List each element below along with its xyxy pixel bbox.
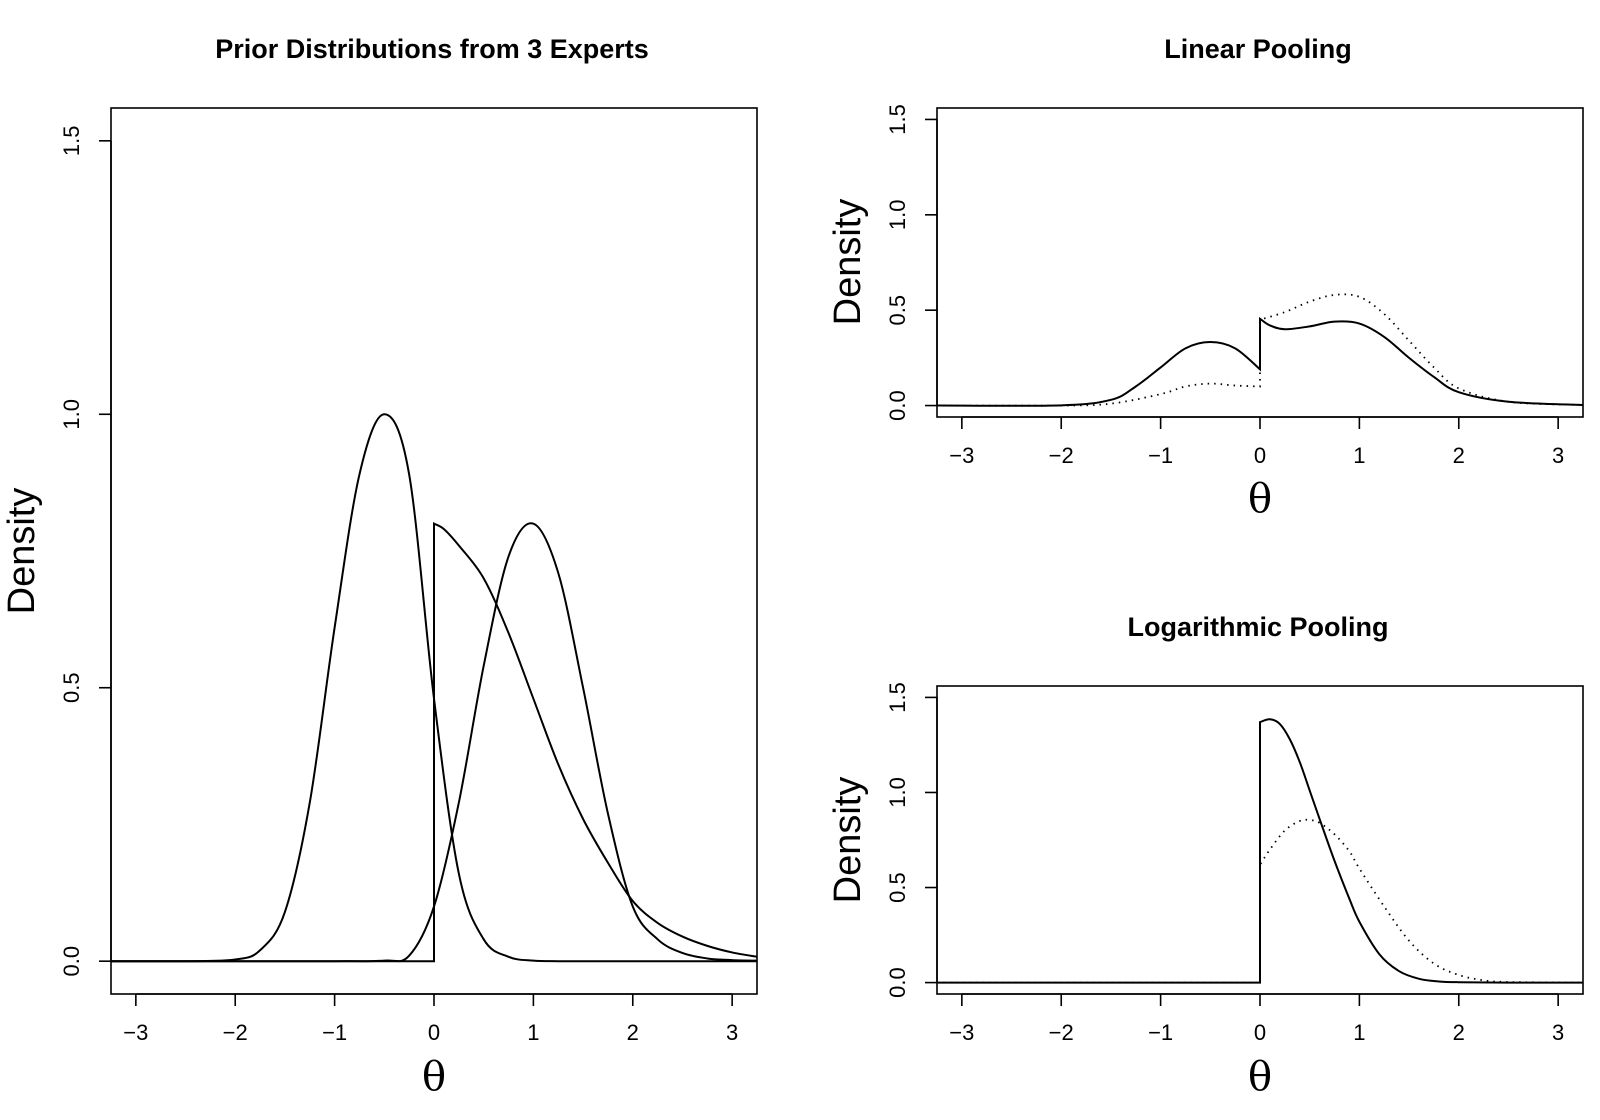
plot-box xyxy=(936,107,1584,418)
dotted-density-curve xyxy=(936,293,1584,407)
logarithmic-pooling-panel: Logarithmic Pooling −3 −2 −1 0 1 2 3 0.0 0.5 1.0… xyxy=(827,612,1584,1100)
y-tick-label: 0.5 xyxy=(885,295,910,326)
x-axis-label: θ xyxy=(1248,1054,1272,1100)
y-axis-label: Density xyxy=(1,488,43,615)
dotted-density-curve xyxy=(937,818,1584,984)
x-tick-label: 2 xyxy=(1453,443,1465,468)
x-tick-label: 1 xyxy=(1353,443,1365,468)
y-tick-label: 0.0 xyxy=(885,390,910,421)
x-tick-label: 0 xyxy=(1254,443,1266,468)
x-tick-label: −2 xyxy=(1049,443,1074,468)
x-tick-label: −1 xyxy=(1148,1020,1173,1045)
density-curve xyxy=(110,413,757,963)
x-tick-label: 0 xyxy=(1254,1020,1266,1045)
x-tick-label: −3 xyxy=(123,1020,148,1045)
x-axis-label: θ xyxy=(422,1054,446,1100)
x-tick-label: 1 xyxy=(1353,1020,1365,1045)
y-axis: 0.0 0.5 1.0 1.5 xyxy=(885,104,938,421)
x-tick-label: 0 xyxy=(428,1020,440,1045)
x-axis: −3 −2 −1 0 1 2 3 xyxy=(949,993,1564,1045)
panel-title: Linear Pooling xyxy=(1164,34,1352,64)
x-tick-label: 2 xyxy=(627,1020,639,1045)
y-tick-label: 1.5 xyxy=(885,104,910,135)
panel-title: Logarithmic Pooling xyxy=(1128,612,1389,642)
x-axis: −3 −2 −1 0 1 2 3 xyxy=(949,416,1564,468)
x-tick-label: −1 xyxy=(1148,443,1173,468)
y-tick-label: 0.0 xyxy=(59,946,84,977)
x-axis: −3 −2 −1 0 1 2 3 xyxy=(123,993,738,1045)
y-axis: 0.0 0.5 1.0 1.5 xyxy=(885,682,938,998)
x-tick-label: −2 xyxy=(223,1020,248,1045)
density-curves xyxy=(936,293,1584,407)
prior-distributions-panel: Prior Distributions from 3 Experts −3 −2−… xyxy=(1,34,758,1100)
x-tick-label: −3 xyxy=(949,1020,974,1045)
y-tick-label: 1.5 xyxy=(59,126,84,157)
y-axis: 0.0 0.5 1.0 1.5 xyxy=(59,126,112,977)
y-tick-label: 0.5 xyxy=(885,872,910,903)
y-tick-label: 0.0 xyxy=(885,967,910,998)
x-axis-label: θ xyxy=(1248,476,1272,522)
density-curve xyxy=(937,718,1584,984)
y-axis-label: Density xyxy=(827,777,869,904)
density-curves xyxy=(937,718,1584,984)
density-curve xyxy=(936,316,1584,407)
x-tick-label: −1 xyxy=(322,1020,347,1045)
x-tick-label: 2 xyxy=(1453,1020,1465,1045)
y-tick-label: 1.0 xyxy=(59,399,84,430)
x-tick-label: 3 xyxy=(726,1020,738,1045)
x-tick-label: −3 xyxy=(949,443,974,468)
y-tick-label: 1.5 xyxy=(885,682,910,713)
y-tick-label: 1.0 xyxy=(885,777,910,808)
linear-pooling-panel: Linear Pooling −3 −2 −1 0 1 2 3 0.0 0.5 1.0 1.5 θ… xyxy=(827,34,1584,522)
x-tick-label: 3 xyxy=(1552,443,1564,468)
x-tick-label: 3 xyxy=(1552,1020,1564,1045)
x-tick-label: −2 xyxy=(1049,1020,1074,1045)
y-axis-label: Density xyxy=(827,199,869,326)
y-tick-label: 0.5 xyxy=(59,672,84,703)
density-curves xyxy=(110,413,758,963)
panel-title: Prior Distributions from 3 Experts xyxy=(215,34,649,64)
density-curve xyxy=(111,521,758,963)
y-tick-label: 1.0 xyxy=(885,200,910,231)
x-tick-label: 1 xyxy=(527,1020,539,1045)
